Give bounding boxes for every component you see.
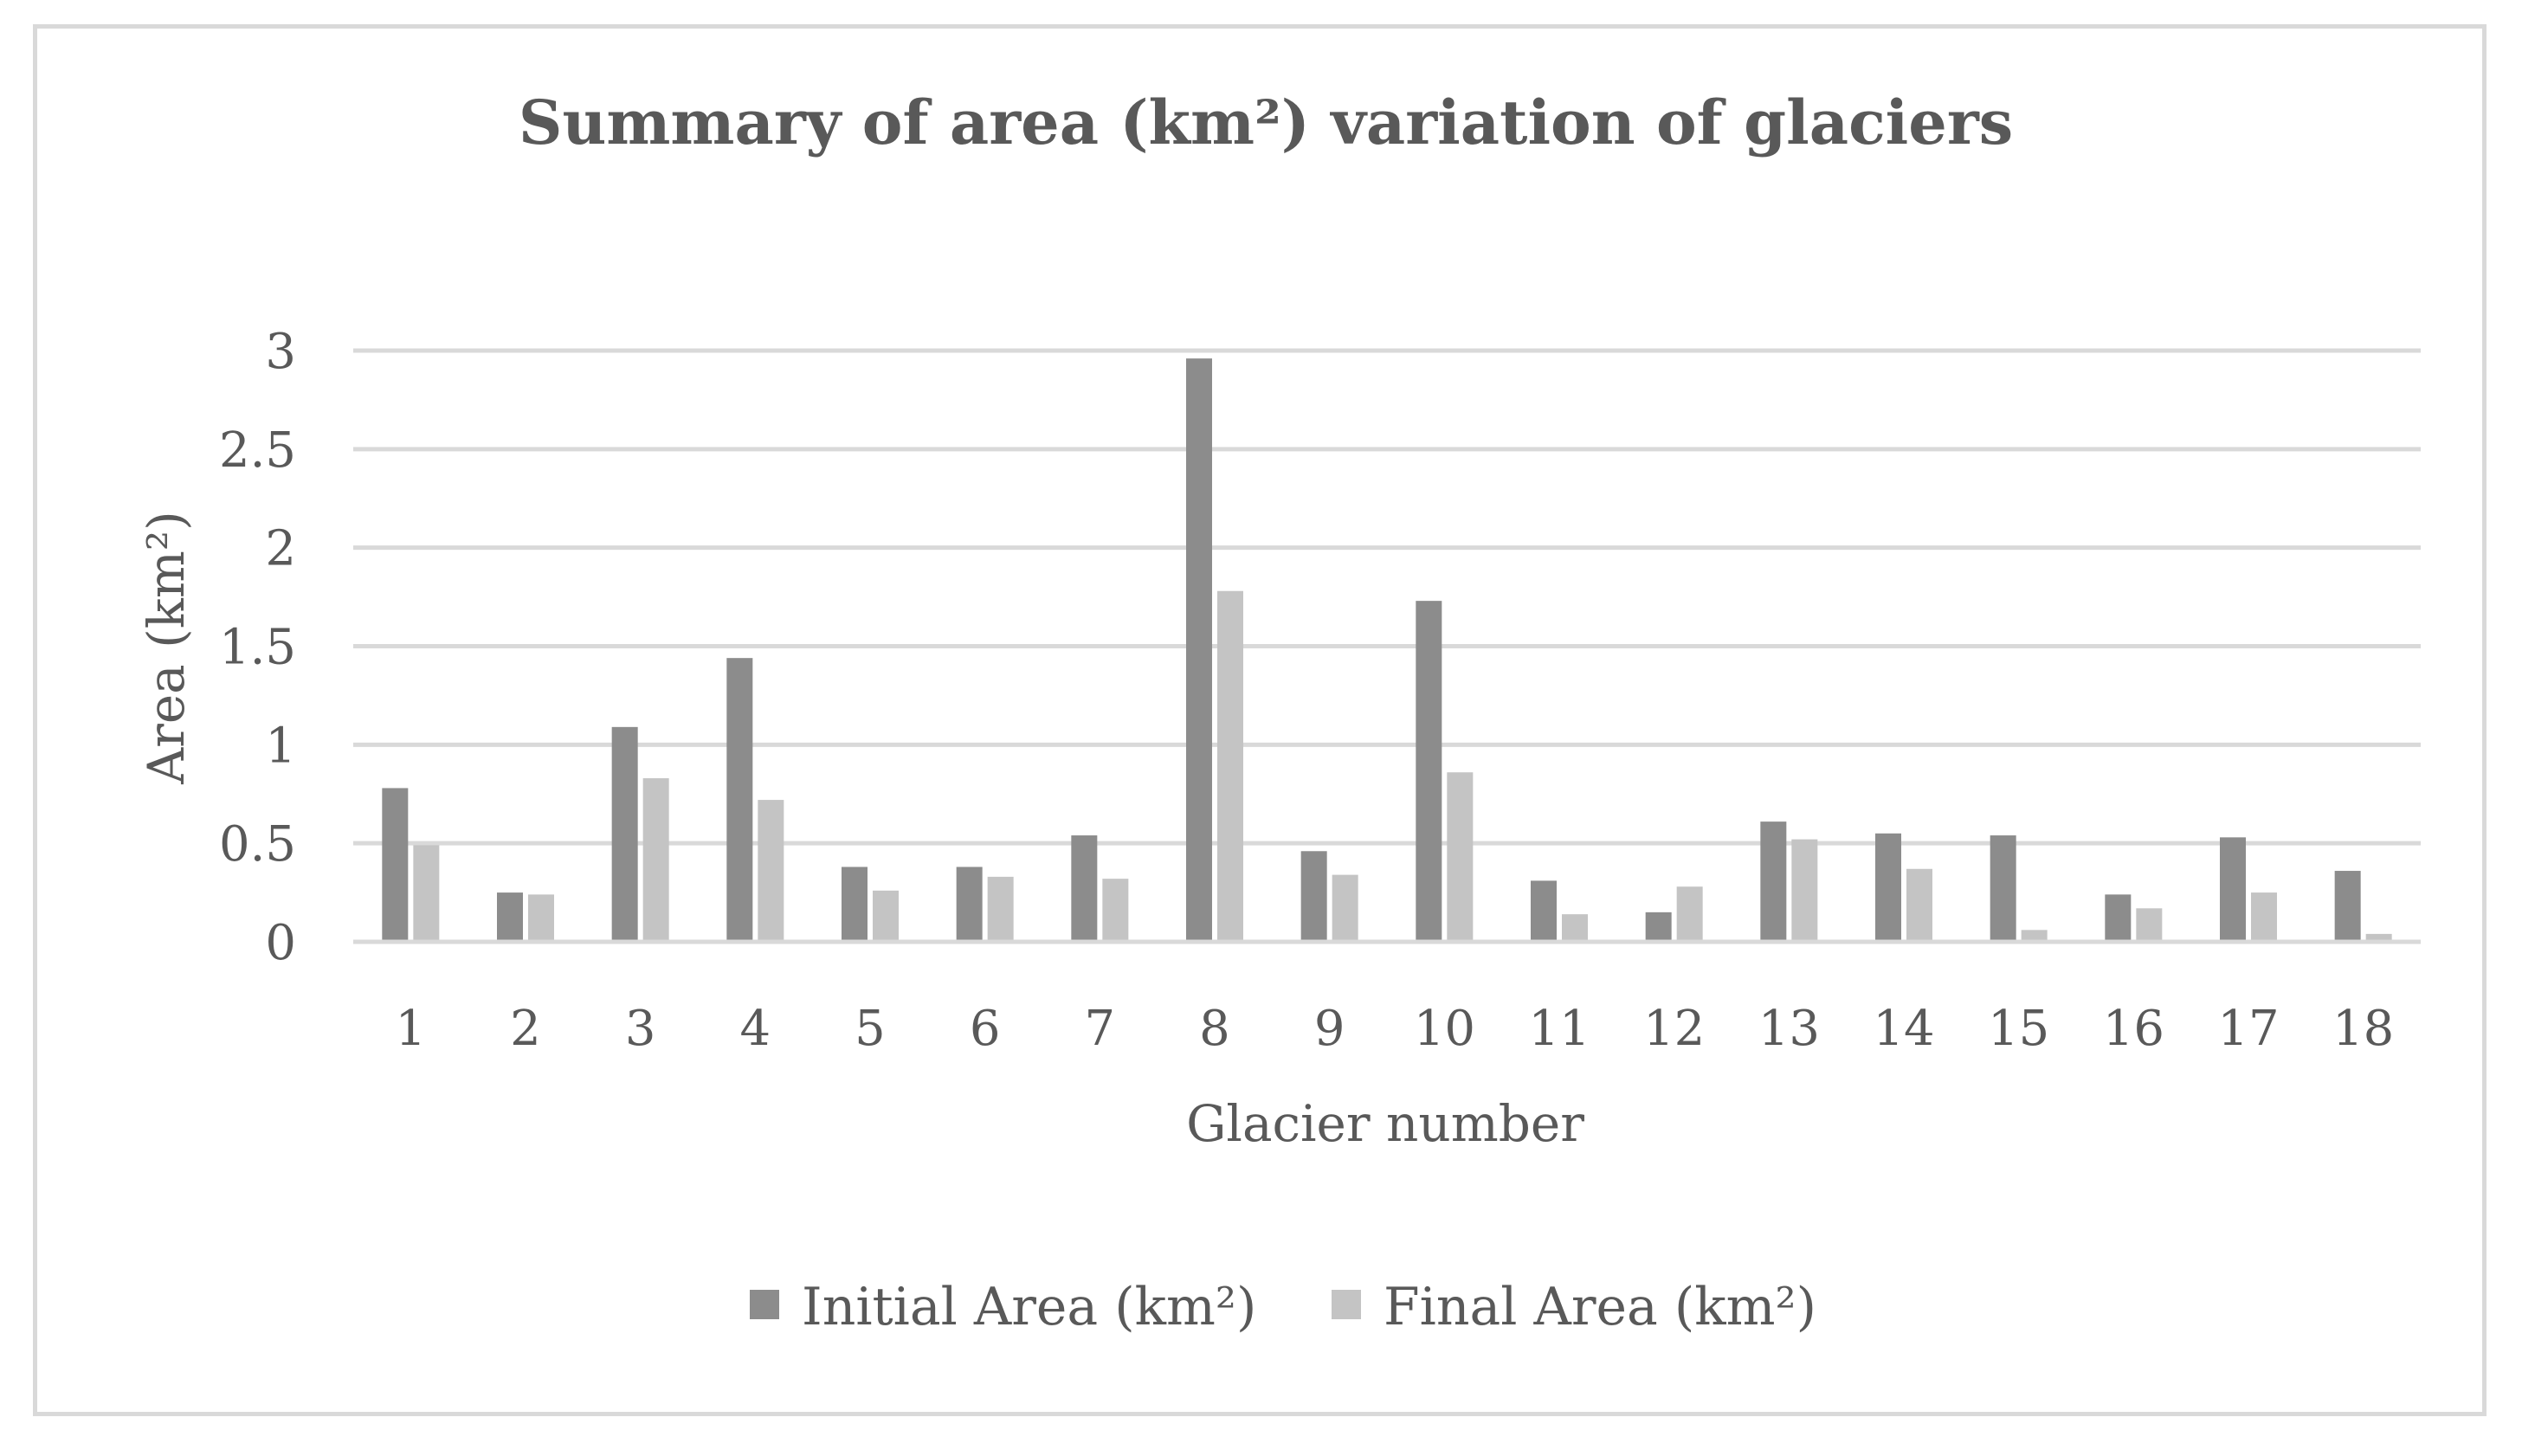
x-tick-label: 15 xyxy=(1988,1001,2049,1057)
x-tick-label: 11 xyxy=(1528,1001,1590,1057)
bar-final-area-1 xyxy=(413,845,440,942)
bar-final-area-17 xyxy=(2251,892,2277,942)
bar-initial-area-2 xyxy=(497,892,523,942)
y-axis-label: Area (km²) xyxy=(137,511,196,785)
bar-initial-area-5 xyxy=(842,867,868,942)
x-axis-ticks: 1 2 3 4 5 6 7 8 9 10 11 12 13 14 15 16 17 18 xyxy=(396,1001,2395,1057)
y-axis-ticks: 0 0.5 1 1.5 2 2.5 3 xyxy=(219,324,296,971)
legend-label-initial-area: Initial Area (km²) xyxy=(802,1277,1256,1337)
bar-final-area-16 xyxy=(2136,908,2163,942)
x-tick-label: 18 xyxy=(2332,1001,2394,1057)
x-tick-label: 3 xyxy=(625,1001,656,1057)
bar-initial-area-16 xyxy=(2105,894,2132,942)
x-tick-label: 5 xyxy=(855,1001,886,1057)
bar-initial-area-18 xyxy=(2334,871,2361,942)
bar-final-area-6 xyxy=(987,876,1014,942)
bar-final-area-13 xyxy=(1791,839,1818,942)
y-tick-label: 1 xyxy=(265,718,296,774)
bar-initial-area-14 xyxy=(1875,833,1901,942)
y-tick-label: 2 xyxy=(265,521,296,577)
bar-final-area-5 xyxy=(873,890,899,942)
bar-final-area-15 xyxy=(2021,930,2048,942)
legend-swatch-final-area xyxy=(1332,1290,1361,1319)
x-tick-label: 8 xyxy=(1199,1001,1230,1057)
bar-initial-area-11 xyxy=(1531,880,1557,942)
bar-initial-area-12 xyxy=(1645,912,1672,942)
x-tick-label: 1 xyxy=(396,1001,427,1057)
x-tick-label: 2 xyxy=(510,1001,541,1057)
x-tick-label: 7 xyxy=(1085,1001,1116,1057)
x-tick-label: 9 xyxy=(1314,1001,1345,1057)
chart-title: Summary of area (km²) variation of glaci… xyxy=(519,87,2013,158)
y-tick-label: 0 xyxy=(265,915,296,971)
x-tick-label: 10 xyxy=(1414,1001,1475,1057)
x-tick-label: 6 xyxy=(970,1001,1001,1057)
bar-final-area-3 xyxy=(642,778,669,942)
bar-final-area-14 xyxy=(1906,868,1932,942)
y-tick-label: 3 xyxy=(265,324,296,380)
bar-final-area-7 xyxy=(1102,879,1129,942)
bar-initial-area-1 xyxy=(382,788,409,942)
x-tick-label: 17 xyxy=(2217,1001,2279,1057)
bar-initial-area-6 xyxy=(956,867,983,942)
bar-initial-area-17 xyxy=(2220,837,2246,942)
bar-final-area-9 xyxy=(1332,874,1358,942)
bar-initial-area-4 xyxy=(726,658,753,942)
legend-swatch-initial-area xyxy=(750,1290,779,1319)
bar-final-area-2 xyxy=(528,894,554,942)
legend-label-final-area: Final Area (km²) xyxy=(1384,1277,1816,1337)
y-tick-label: 2.5 xyxy=(219,422,296,479)
bar-final-area-4 xyxy=(758,800,784,942)
x-axis-label: Glacier number xyxy=(1186,1094,1584,1153)
bar-initial-area-3 xyxy=(611,726,638,942)
bar-initial-area-9 xyxy=(1300,851,1327,942)
bar-initial-area-15 xyxy=(1990,835,2016,942)
x-tick-label: 13 xyxy=(1758,1001,1820,1057)
legend: Initial Area (km²) Final Area (km²) xyxy=(750,1277,1816,1337)
y-tick-label: 0.5 xyxy=(219,816,296,873)
x-tick-label: 16 xyxy=(2103,1001,2164,1057)
bar-initial-area-13 xyxy=(1760,821,1787,942)
chart-frame xyxy=(33,24,2487,1416)
x-tick-label: 14 xyxy=(1873,1001,1934,1057)
bar-final-area-11 xyxy=(1562,914,1588,942)
y-tick-label: 1.5 xyxy=(219,620,296,676)
bar-initial-area-7 xyxy=(1071,835,1098,942)
x-tick-label: 4 xyxy=(740,1001,771,1057)
bar-final-area-18 xyxy=(2365,933,2392,942)
bar-final-area-8 xyxy=(1217,590,1243,942)
bars xyxy=(353,358,2421,944)
bar-initial-area-8 xyxy=(1186,358,1212,942)
x-tick-label: 12 xyxy=(1643,1001,1705,1057)
bar-final-area-12 xyxy=(1676,886,1703,942)
bar-final-area-10 xyxy=(1447,772,1474,942)
bar-initial-area-10 xyxy=(1416,601,1442,942)
